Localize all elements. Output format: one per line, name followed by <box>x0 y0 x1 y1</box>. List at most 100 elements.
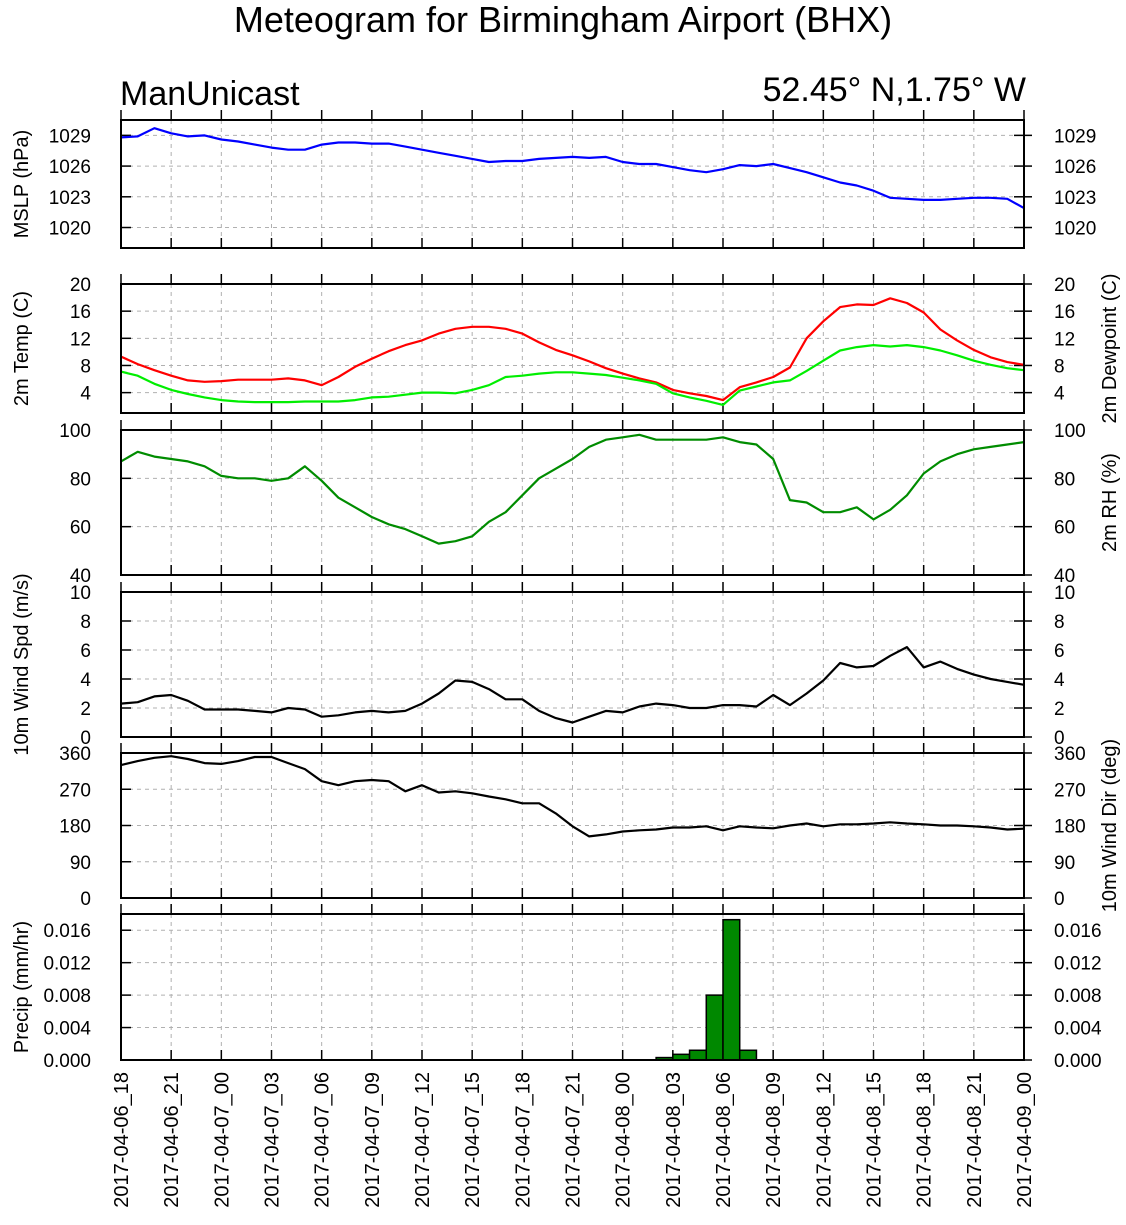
y-axis-label-left: 10m Wind Spd (m/s) <box>11 573 33 755</box>
precip-bar <box>705 994 724 1061</box>
y-tick-label-left: 360 <box>59 744 91 765</box>
precip-bar <box>738 1049 758 1061</box>
x-tick-label: 2017-04-07_03 <box>262 1072 284 1208</box>
x-tick-label: 2017-04-07_15 <box>462 1072 484 1208</box>
y-tick-label-left: 2 <box>80 699 91 720</box>
precip-bar <box>688 1049 708 1061</box>
y-tick-label-right: 80 <box>1054 469 1075 490</box>
x-tick-label: 2017-04-07_00 <box>211 1072 233 1208</box>
y-tick-label-left: 40 <box>70 566 91 587</box>
y-tick-label-left: 8 <box>80 612 91 633</box>
y-tick-label-right: 1023 <box>1054 188 1096 209</box>
y-tick-label-left: 1023 <box>49 188 91 209</box>
y-tick-label-left: 0.008 <box>43 986 91 1007</box>
y-tick-label-right: 8 <box>1054 356 1065 377</box>
y-tick-label-right: 360 <box>1054 744 1086 765</box>
x-tick-label: 2017-04-07_09 <box>362 1072 384 1208</box>
y-tick-label-right: 20 <box>1054 275 1075 296</box>
y-tick-label-left: 8 <box>80 356 91 377</box>
y-tick-label-left: 1026 <box>49 157 91 178</box>
y-tick-label-left: 80 <box>70 469 91 490</box>
x-tick-label: 2017-04-08_06 <box>713 1072 735 1208</box>
y-tick-label-left: 16 <box>70 302 91 323</box>
y-tick-label-left: 0.000 <box>43 1051 91 1072</box>
y-tick-label-right: 4 <box>1054 670 1065 691</box>
y-tick-label-left: 12 <box>70 329 91 350</box>
y-tick-label-right: 12 <box>1054 329 1075 350</box>
x-tick-label: 2017-04-08_09 <box>763 1072 785 1208</box>
y-tick-label-left: 0.016 <box>43 921 91 942</box>
x-tick-label: 2017-04-08_15 <box>864 1072 886 1208</box>
x-tick-label: 2017-04-09_00 <box>1014 1072 1036 1208</box>
y-tick-label-right: 8 <box>1054 612 1065 633</box>
y-tick-label-left: 1020 <box>49 219 91 240</box>
x-tick-label: 2017-04-08_18 <box>914 1072 936 1208</box>
y-tick-label-left: 20 <box>70 275 91 296</box>
y-axis-label-right: 2m Dewpoint (C) <box>1099 273 1121 423</box>
y-tick-label-right: 0.004 <box>1054 1019 1102 1040</box>
y-tick-label-right: 40 <box>1054 566 1075 587</box>
y-tick-label-left: 90 <box>70 853 91 874</box>
panel-frame <box>120 913 1025 1061</box>
y-tick-label-left: 180 <box>59 817 91 838</box>
panel-frame <box>120 752 1025 899</box>
y-axis-label-left: 2m Temp (C) <box>11 291 33 406</box>
x-tick-label: 2017-04-06_18 <box>111 1072 133 1208</box>
series-line-wind_speed-0 <box>120 645 1025 724</box>
location-coordinates: 52.45° N,1.75° W <box>762 71 1026 109</box>
x-tick-label: 2017-04-08_12 <box>813 1072 835 1208</box>
chart-title: Meteogram for Birmingham Airport (BHX) <box>233 0 893 40</box>
y-tick-label-left: 4 <box>80 384 91 405</box>
y-tick-label-right: 1020 <box>1054 219 1096 240</box>
y-tick-label-left: 1029 <box>49 126 91 147</box>
y-tick-label-right: 180 <box>1054 817 1086 838</box>
x-tick-label: 2017-04-08_03 <box>663 1072 685 1208</box>
y-tick-label-left: 10 <box>70 583 91 604</box>
y-tick-label-left: 270 <box>59 780 91 801</box>
x-tick-label: 2017-04-08_21 <box>964 1072 986 1208</box>
series-line-wind_direction-0 <box>120 755 1025 838</box>
x-tick-label: 2017-04-06_21 <box>161 1072 183 1208</box>
x-tick-label: 2017-04-07_18 <box>512 1072 534 1208</box>
y-tick-label-right: 0.000 <box>1054 1051 1102 1072</box>
y-tick-label-right: 0 <box>1054 728 1065 749</box>
x-tick-label: 2017-04-07_21 <box>563 1072 585 1208</box>
series-line-temperature-1 <box>120 344 1025 406</box>
y-tick-label-left: 0 <box>80 728 91 749</box>
x-tick-label: 2017-04-07_12 <box>412 1072 434 1208</box>
y-tick-label-right: 2 <box>1054 699 1065 720</box>
y-tick-label-right: 60 <box>1054 518 1075 539</box>
y-tick-label-right: 6 <box>1054 641 1065 662</box>
y-axis-label-left: MSLP (hPa) <box>11 130 33 239</box>
y-tick-label-left: 4 <box>80 670 91 691</box>
y-tick-label-left: 100 <box>59 421 91 442</box>
y-axis-label-right: 2m RH (%) <box>1099 453 1121 552</box>
y-tick-label-right: 270 <box>1054 780 1086 801</box>
y-tick-label-right: 0 <box>1054 889 1065 910</box>
panel-frame <box>120 591 1025 738</box>
model-name: ManUnicast <box>120 75 300 113</box>
y-tick-label-right: 0.012 <box>1054 954 1102 975</box>
y-axis-label-right: 10m Wind Dir (deg) <box>1099 739 1121 912</box>
series-line-temperature-0 <box>120 297 1025 402</box>
series-line-rh-0 <box>120 433 1025 545</box>
precip-bar <box>722 918 741 1061</box>
y-tick-label-right: 0.016 <box>1054 921 1102 942</box>
y-tick-label-right: 1029 <box>1054 126 1096 147</box>
y-tick-label-right: 10 <box>1054 583 1075 604</box>
y-tick-label-right: 0.008 <box>1054 986 1102 1007</box>
y-axis-label-left: Precip (mm/hr) <box>11 921 33 1053</box>
panel-frame <box>120 429 1025 576</box>
series-line-mslp-0 <box>120 127 1025 210</box>
y-tick-label-right: 100 <box>1054 421 1086 442</box>
y-tick-label-left: 0.012 <box>43 954 91 975</box>
y-tick-label-left: 0.004 <box>43 1019 91 1040</box>
y-tick-label-left: 6 <box>80 641 91 662</box>
y-tick-label-right: 4 <box>1054 384 1065 405</box>
y-tick-label-right: 90 <box>1054 853 1075 874</box>
y-tick-label-left: 0 <box>80 889 91 910</box>
panel-frame <box>120 119 1025 249</box>
x-tick-label: 2017-04-07_06 <box>312 1072 334 1208</box>
y-tick-label-right: 16 <box>1054 302 1075 323</box>
